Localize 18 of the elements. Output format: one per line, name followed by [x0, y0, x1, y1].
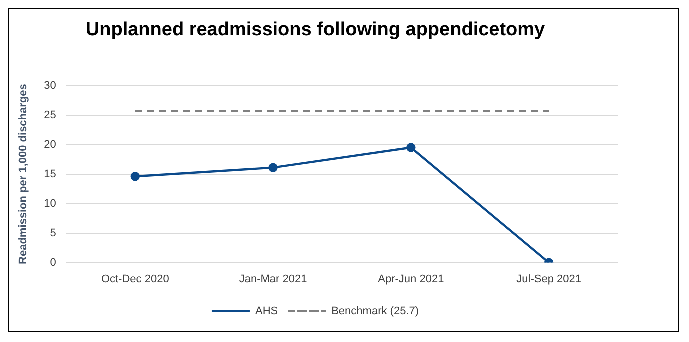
legend-label: AHS [255, 306, 278, 318]
y-axis-title: Readmission per 1,000 discharges [18, 84, 30, 264]
y-tick-label: 30 [44, 80, 56, 92]
point [268, 163, 278, 172]
x-tick-label: Oct-Dec 2020 [101, 273, 170, 286]
x-tick-label: Jan-Mar 2021 [239, 273, 308, 286]
point [130, 172, 140, 182]
y-tick-label: 15 [44, 168, 56, 180]
chart-title: Unplanned readmissions following appendicetomy [86, 20, 546, 41]
legend-label: Benchmark (25.7) [332, 306, 420, 318]
y-tick-label: 10 [44, 198, 56, 210]
y-tick-label: 0 [50, 256, 56, 269]
x-tick-label: Apr-Jun 2021 [378, 273, 444, 286]
point [406, 143, 416, 152]
x-tick-label: Jul-Sep 2021 [516, 273, 582, 286]
y-tick-label: 5 [50, 227, 56, 240]
y-tick-label: 25 [44, 109, 56, 122]
y-tick-label: 20 [44, 138, 56, 151]
